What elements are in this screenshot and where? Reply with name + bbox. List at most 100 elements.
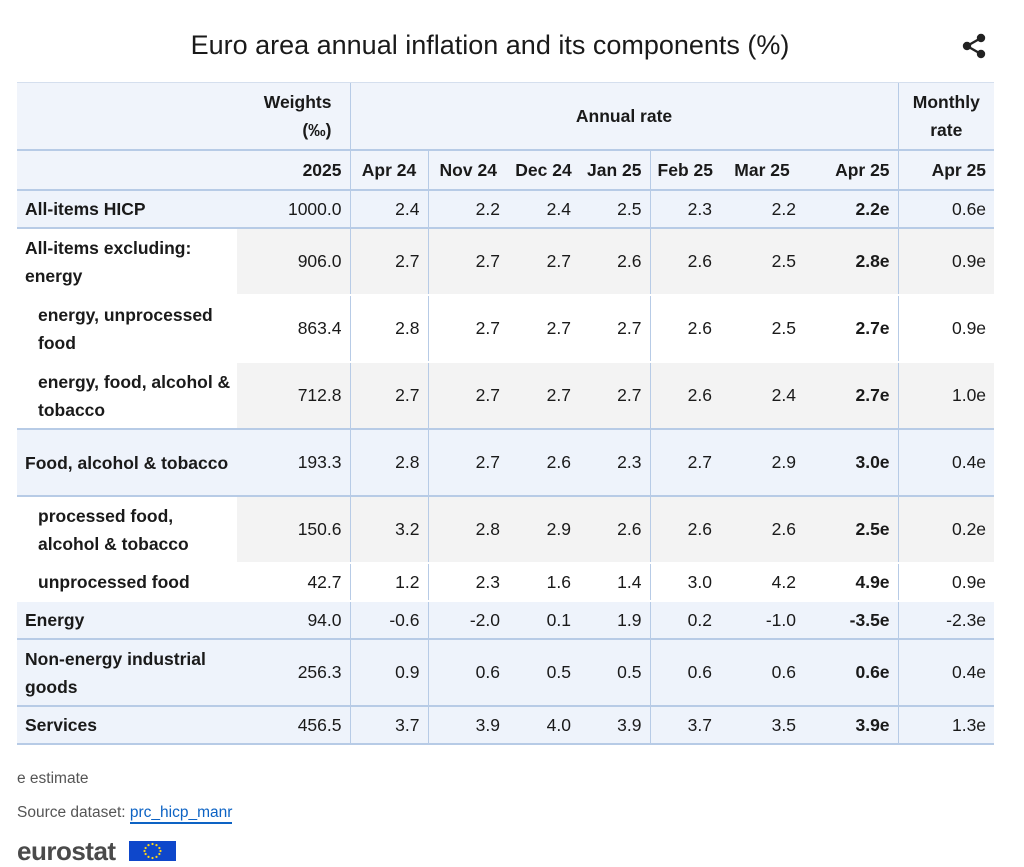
row-label: unprocessed food [17,562,237,601]
table-cell: 2.9 [508,495,579,563]
table-cell: 0.1 [508,600,579,639]
source-line: Source dataset: prc_hicp_manr [17,804,233,824]
table-cell: 0.6 [649,638,720,706]
table-cell: 42.7 [237,562,350,601]
table-row: Non-energy industrial goods 256.3 0.9 0.6 0.… [17,638,995,706]
header-weights-line1: Weights [263,92,332,112]
table-row: Food, alcohol & tobacco 193.3 2.8 2.7 2.6 2.3… [17,428,995,496]
table-cell: 4.9e [804,562,899,601]
table-cell: 3.9e [804,705,899,745]
table-cell: -0.6 [349,600,428,639]
share-button[interactable] [960,32,988,60]
table-cell: 2.5 [720,294,804,362]
table-cell: 2.4 [720,361,804,429]
table-cell: 0.9e [897,294,995,362]
table-cell: 2.2e [804,189,899,228]
table-cell: 2.7 [649,428,720,496]
source-prefix: Source dataset: [17,804,130,821]
share-icon [962,33,986,59]
row-label: All-items HICP [17,189,237,228]
header-monthly-rate: Monthly rate [897,82,995,151]
header-weights: Weights (‰) [237,82,350,151]
table-cell: 2.7 [508,294,579,362]
row-label: Energy [17,600,237,639]
table-cell: 2.3 [579,428,650,496]
table-cell: -1.0 [720,600,804,639]
table-row: All-items excluding: energy 906.0 2.7 2.7 2.… [17,227,995,295]
table-cell: 2.8 [427,495,508,563]
table-cell: 1.2 [349,562,428,601]
table-cell: 3.5 [720,705,804,745]
col-header: Feb 25 [649,150,720,191]
row-label: processed food, alcohol & tobacco [17,495,237,563]
table-cell: 2.7 [349,361,428,429]
table-cell: 2.5 [720,227,804,295]
header-weights-line2: (‰) [302,120,332,140]
table-cell: 1.6 [508,562,579,601]
col-header: Apr 24 [349,150,428,191]
table-cell: 906.0 [237,227,350,295]
table-cell: -2.0 [427,600,508,639]
eu-stars-icon [143,842,162,860]
col-header: Dec 24 [508,150,579,191]
table-cell: 2.7 [427,294,508,362]
table-cell: 0.2 [649,600,720,639]
table-cell: 2.7e [804,294,899,362]
table-cell: 3.2 [349,495,428,563]
table-cell: 0.5 [579,638,650,706]
table-cell: 2.4 [349,189,428,228]
table-cell: 2.6 [649,227,720,295]
table-cell: 2.6 [649,294,720,362]
table-cell: 0.6e [897,189,995,228]
table-cell: 2.6 [579,227,650,295]
row-label: Non-energy industrial goods [17,638,237,706]
table-cell: 0.6 [720,638,804,706]
table-cell: 2.2 [427,189,508,228]
table-cell: 4.0 [508,705,579,745]
table-cell: 2.7 [508,227,579,295]
header-monthly-line2: rate [930,120,963,140]
col-header: Apr 25 [804,150,899,191]
table-cell: 2.8 [349,428,428,496]
table-cell: 193.3 [237,428,350,496]
eurostat-logo: eurostat [17,836,176,866]
table-cell: 0.9e [897,562,995,601]
source-dataset-link[interactable]: prc_hicp_manr [129,804,233,824]
table-cell: 2.7 [579,361,650,429]
table-cell: -2.3e [897,600,995,639]
table-cell: 4.2 [720,562,804,601]
table-cell: 3.7 [649,705,720,745]
table-cell: 1000.0 [237,189,350,228]
header-row-groups: Weights (‰) Annual rate Monthly rate [17,82,995,151]
col-header: Nov 24 [427,150,508,191]
table-cell: 2.9 [720,428,804,496]
header-row-periods: 2025 Apr 24 Nov 24 Dec 24 Jan 25 Feb 25 … [17,150,995,191]
table-cell: 1.0e [897,361,995,429]
table-cell: 2.8e [804,227,899,295]
eu-flag-icon [129,841,176,861]
col-header: Mar 25 [720,150,804,191]
header-empty-label [17,82,237,151]
col-header: 2025 [237,150,350,191]
table-cell: 0.9 [349,638,428,706]
table-cell: 3.0e [804,428,899,496]
table-cell: 2.7 [427,428,508,496]
table-cell: 2.6 [720,495,804,563]
table-cell: 2.7 [427,227,508,295]
table-cell: 0.2e [897,495,995,563]
logo-text: eurostat [17,836,116,866]
row-label: energy, unprocessed food [17,294,237,362]
table-cell: 712.8 [237,361,350,429]
inflation-table: Weights (‰) Annual rate Monthly rate 202… [17,82,995,745]
table-cell: 0.5 [508,638,579,706]
table-cell: 94.0 [237,600,350,639]
table-cell: 2.4 [508,189,579,228]
table-cell: -3.5e [804,600,899,639]
table-cell: 0.6 [427,638,508,706]
table-cell: 2.7 [427,361,508,429]
table-cell: 2.8 [349,294,428,362]
row-label: Services [17,705,237,745]
row-label: energy, food, alcohol & tobacco [17,361,237,429]
table-row: energy, food, alcohol & tobacco 712.8 2.7 2… [17,361,995,429]
table-cell: 3.7 [349,705,428,745]
